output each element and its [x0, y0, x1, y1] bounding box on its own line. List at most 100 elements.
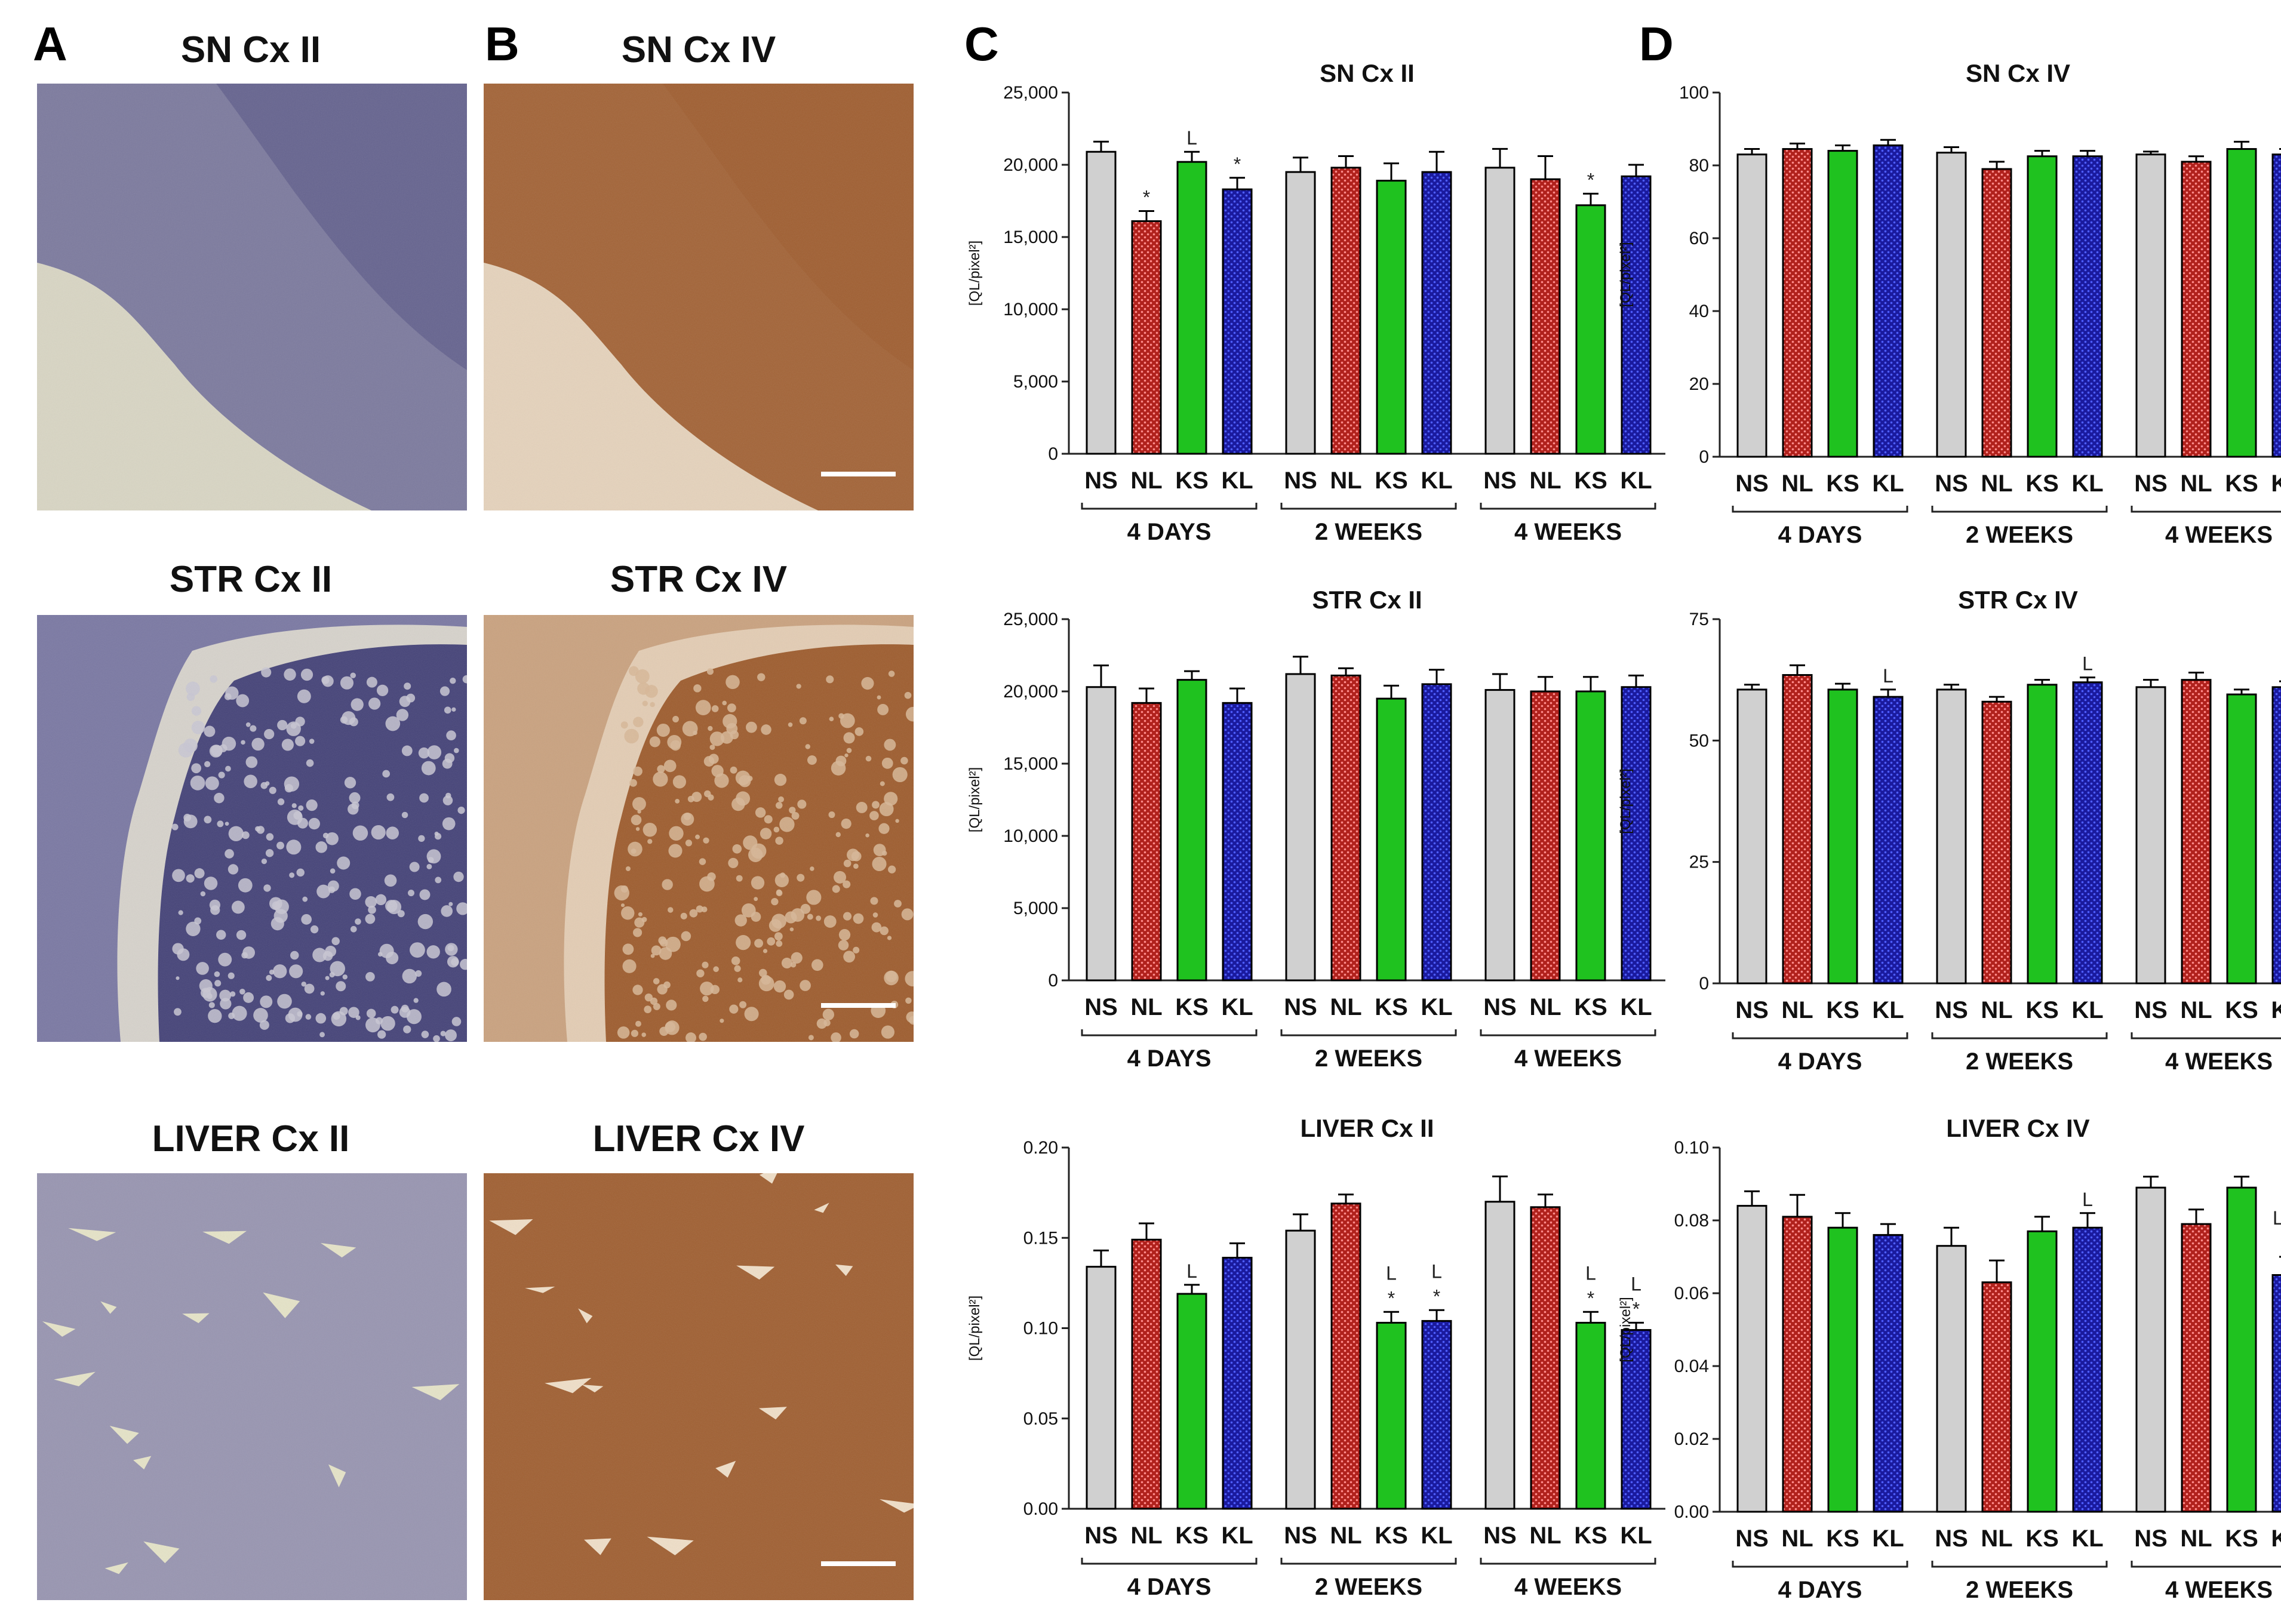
- x-tick-label: NL: [1781, 997, 1813, 1023]
- group-label: 4 DAYS: [1778, 522, 1862, 548]
- x-tick-label: KS: [1574, 467, 1607, 494]
- bar: [1575, 1321, 1606, 1510]
- texture-overlay: [37, 1173, 467, 1600]
- bar: [2226, 1186, 2257, 1513]
- y-tick-label: 5,000: [1013, 372, 1058, 392]
- y-tick-label: 25: [1689, 853, 1709, 872]
- micrograph-sn-cx-iv: [484, 84, 914, 510]
- significance-annotation: *: [1143, 186, 1150, 208]
- y-tick-label: 75: [1689, 610, 1709, 629]
- panel-letter-a: A: [33, 17, 67, 70]
- y-tick-label: 0.00: [1023, 1499, 1058, 1519]
- chart-2: STR Cx II [QL/pixel²] 0 5,000 10,000 15,000 20…: [967, 586, 1665, 1072]
- x-tick-label: KL: [2071, 470, 2103, 497]
- bar: [1530, 690, 1561, 982]
- significance-annotation: L: [1186, 1260, 1197, 1282]
- x-tick-label: NS: [1935, 470, 1968, 497]
- bar: [1530, 1206, 1561, 1510]
- bar: [1575, 690, 1606, 982]
- y-tick-label: 60: [1689, 229, 1709, 248]
- chart-title: STR Cx II: [1312, 586, 1422, 614]
- group-label: 2 WEEKS: [1315, 1574, 1422, 1600]
- x-tick-label: NL: [2180, 1525, 2212, 1552]
- x-tick-label: KL: [1421, 467, 1452, 494]
- panel-letter-b: B: [485, 17, 519, 70]
- significance-annotation: *: [1587, 169, 1594, 190]
- x-tick-label: NS: [1284, 994, 1317, 1020]
- x-tick-label: KL: [1421, 1522, 1452, 1549]
- x-tick-label: NL: [1781, 1525, 1813, 1552]
- group-bracket: [1931, 1561, 2108, 1568]
- chart-0: SN Cx II [QL/pixel²] 0 5,000 10,000 15,000 20,…: [967, 59, 1665, 545]
- micrograph-str-cx-ii: [37, 615, 467, 1042]
- bar: [1285, 1229, 1316, 1510]
- x-tick-label: KL: [1421, 994, 1452, 1020]
- x-tick-label: KL: [1872, 997, 1904, 1023]
- x-tick-label: KS: [1175, 994, 1209, 1020]
- bar: [2181, 161, 2212, 458]
- micrograph-liver-cx-ii: [37, 1173, 467, 1600]
- chart-title: LIVER Cx IV: [1946, 1114, 2089, 1142]
- chart-3: STR Cx IV [QL/pixel²] 0 25 50 75 NS NL KS KL NS NL K…: [1618, 586, 2281, 1075]
- bar: [1330, 1202, 1361, 1510]
- x-tick-label: KL: [1221, 467, 1253, 494]
- chart-4: LIVER Cx II [QL/pixel²] 0.00 0.05 0.10 0.15 0.…: [967, 1114, 1665, 1600]
- significance-annotation: L: [2082, 1189, 2093, 1210]
- significance-annotation: *: [1388, 1287, 1395, 1309]
- group-bracket: [2131, 1561, 2281, 1568]
- x-tick-label: NL: [2180, 997, 2212, 1023]
- group-label: 2 WEEKS: [1966, 522, 2073, 548]
- chart-1: SN Cx IV [QL/pixel²] 0 20 40 60 80 100 NS NL KS KL N…: [1618, 59, 2281, 548]
- significance-annotation: *: [1433, 1285, 1440, 1307]
- bar: [2181, 1223, 2212, 1513]
- x-tick-label: KL: [2271, 470, 2281, 497]
- bar: [2135, 1186, 2166, 1513]
- bar: [1873, 144, 1904, 458]
- x-tick-label: NS: [1735, 470, 1769, 497]
- bar: [1086, 150, 1117, 455]
- x-tick-label: KS: [1574, 994, 1607, 1020]
- y-tick-label: 0: [1699, 447, 1709, 467]
- y-tick-label: 0: [1699, 974, 1709, 994]
- group-label: 4 DAYS: [1127, 1574, 1212, 1600]
- y-tick-label: 20,000: [1003, 682, 1058, 702]
- bar: [1421, 171, 1452, 455]
- y-tick-label: 10,000: [1003, 826, 1058, 846]
- bar: [1285, 171, 1316, 455]
- panel-letter-d: D: [1639, 17, 1674, 70]
- y-tick-label: 5,000: [1013, 899, 1058, 918]
- x-tick-label: NS: [1284, 1522, 1317, 1549]
- texture-overlay: [37, 615, 467, 1042]
- micrograph-title-str-cx-iv: STR Cx IV: [610, 559, 788, 600]
- y-tick-label: 20,000: [1003, 155, 1058, 175]
- y-tick-label: 0.06: [1674, 1284, 1709, 1303]
- x-tick-label: KS: [1375, 994, 1408, 1020]
- significance-annotation: L: [1883, 665, 1893, 687]
- x-tick-label: KS: [1826, 997, 1859, 1023]
- bar: [2271, 1274, 2281, 1513]
- bar: [1827, 150, 1858, 458]
- x-tick-label: NL: [1981, 470, 2012, 497]
- y-tick-label: 0.00: [1674, 1502, 1709, 1522]
- x-tick-label: KL: [1221, 1522, 1253, 1549]
- y-tick-label: 50: [1689, 731, 1709, 751]
- group-label: 2 WEEKS: [1315, 1045, 1422, 1072]
- x-tick-label: KL: [1620, 1522, 1652, 1549]
- scale-bar: [821, 1003, 896, 1008]
- bar: [2027, 684, 2058, 985]
- micrograph-title-str-cx-ii: STR Cx II: [169, 559, 333, 600]
- bar: [1530, 178, 1561, 455]
- x-tick-label: NS: [1935, 997, 1968, 1023]
- bar: [1782, 148, 1813, 458]
- y-tick-label: 25,000: [1003, 83, 1058, 103]
- chart-title: STR Cx IV: [1958, 586, 2078, 614]
- x-tick-label: NL: [1330, 994, 1361, 1020]
- y-axis-label: [QL/pixel²]: [967, 767, 983, 832]
- micrograph-liver-cx-iv: [484, 1173, 914, 1600]
- y-tick-label: 0.15: [1023, 1228, 1058, 1248]
- bar: [1621, 175, 1652, 455]
- bar: [1981, 700, 2012, 985]
- significance-annotation: L: [1386, 1262, 1397, 1284]
- group-label: 2 WEEKS: [1966, 1048, 2073, 1075]
